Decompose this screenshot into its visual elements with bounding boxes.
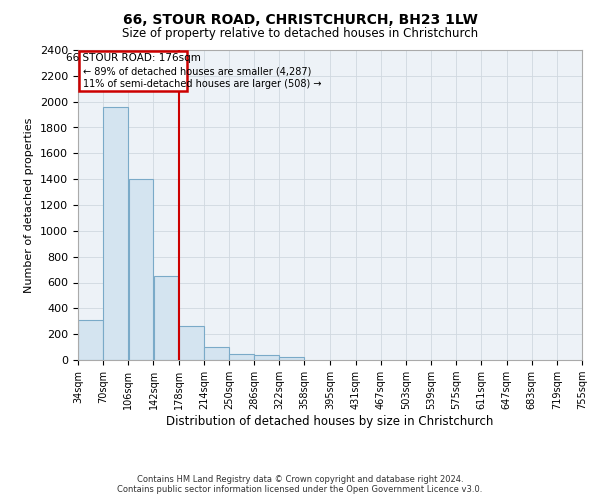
Text: Contains HM Land Registry data © Crown copyright and database right 2024.
Contai: Contains HM Land Registry data © Crown c… [118, 474, 482, 494]
Bar [280, 357, 304, 360]
Bar [254, 356, 279, 360]
Bar [229, 354, 254, 360]
Bar [103, 107, 128, 360]
Y-axis label: Number of detached properties: Number of detached properties [25, 118, 34, 292]
X-axis label: Distribution of detached houses by size in Christchurch: Distribution of detached houses by size … [166, 415, 494, 428]
Text: Size of property relative to detached houses in Christchurch: Size of property relative to detached ho… [122, 28, 478, 40]
Bar [179, 326, 203, 360]
Text: 11% of semi-detached houses are larger (508) →: 11% of semi-detached houses are larger (… [83, 79, 322, 89]
Bar [78, 320, 103, 360]
Bar [204, 347, 229, 360]
Text: 66 STOUR ROAD: 176sqm: 66 STOUR ROAD: 176sqm [66, 53, 200, 63]
Text: ← 89% of detached houses are smaller (4,287): ← 89% of detached houses are smaller (4,… [83, 67, 311, 77]
Bar [128, 179, 154, 360]
Text: 66, STOUR ROAD, CHRISTCHURCH, BH23 1LW: 66, STOUR ROAD, CHRISTCHURCH, BH23 1LW [122, 12, 478, 26]
Bar [154, 276, 178, 360]
FancyBboxPatch shape [79, 50, 187, 92]
